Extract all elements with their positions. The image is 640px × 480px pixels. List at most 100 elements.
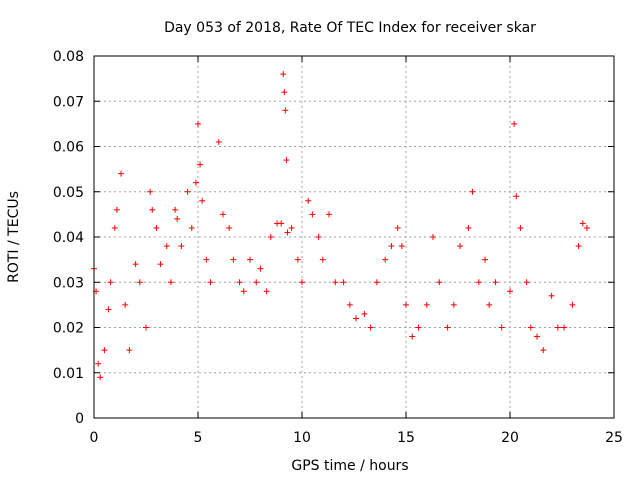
data-point [423,301,430,308]
data-point [367,324,374,331]
data-point [507,288,513,295]
data-point [482,256,489,263]
data-point [132,261,139,268]
data-point [101,347,108,354]
data-point [475,279,482,286]
data-point [583,224,590,231]
data-point [113,206,120,213]
data-point [403,301,409,308]
data-point [240,288,247,295]
data-point [280,71,287,78]
data-point [257,265,264,272]
data-point [450,301,457,308]
data-point [540,347,547,354]
data-point [172,206,179,213]
data-point [219,211,226,218]
data-point [153,224,160,231]
data-point [561,324,568,331]
data-point [247,256,253,263]
data-point [523,279,530,286]
y-tick-label: 0.05 [53,185,84,201]
data-point [513,193,520,200]
data-point [188,224,195,231]
data-point [353,315,360,322]
data-point [122,301,129,308]
data-point [203,256,210,263]
grid-lines [94,56,614,418]
data-point [409,333,416,340]
x-tick-labels: 0 5 10 15 20 25 [90,430,623,446]
data-point [332,279,339,286]
data-point [105,306,112,313]
data-point [236,279,243,286]
data-point [253,279,260,286]
data-point [97,374,104,381]
data-point [215,138,222,145]
data-point [207,279,214,286]
data-point [492,279,499,286]
data-point [195,120,201,127]
y-tick-label: 0.04 [53,230,84,246]
data-point [178,243,185,250]
data-point [517,224,524,231]
axis-ticks [93,55,615,419]
data-points [91,71,590,381]
data-point [326,211,333,218]
data-point [149,206,156,213]
x-tick-label: 20 [501,430,519,446]
data-point [143,324,149,331]
data-point [163,243,170,250]
data-point [174,215,181,222]
data-point [226,224,233,231]
data-point [282,107,289,114]
data-point [192,179,199,186]
x-tick-label: 5 [194,430,203,446]
data-point [136,279,143,286]
data-point [281,89,288,96]
x-tick-label: 10 [293,430,311,446]
data-point [498,324,505,331]
data-point [430,234,437,240]
x-tick-label: 25 [605,430,623,446]
data-point [415,324,422,331]
data-point [444,324,451,331]
data-point [340,279,347,286]
data-point [457,243,464,250]
data-point [184,188,191,195]
data-point [107,279,114,286]
data-point [284,229,291,236]
y-tick-labels: 0 0.01 0.02 0.03 0.04 0.05 0.06 0.07 0.08 [53,49,84,427]
y-tick-label: 0.07 [53,94,84,110]
data-point [199,197,206,204]
data-point [283,157,290,164]
data-point [111,224,118,231]
data-point [579,220,586,227]
data-point [147,188,154,195]
data-point [346,301,353,308]
data-point [469,188,476,195]
data-point [157,261,164,268]
data-point [373,279,380,286]
data-point [95,360,102,367]
y-tick-label: 0.08 [53,49,84,65]
data-point [575,243,582,250]
y-tick-label: 0.02 [53,321,84,337]
data-point [315,234,322,240]
data-point [305,197,312,204]
data-point [299,279,305,286]
data-point [527,324,534,331]
data-point [288,224,295,231]
chart-title: Day 053 of 2018, Rate Of TEC Index for r… [164,20,536,36]
data-point [569,301,576,308]
data-point [465,224,472,231]
x-axis-label: GPS time / hours [291,458,408,474]
data-point [263,288,270,295]
y-tick-label: 0.03 [53,275,84,291]
y-tick-label: 0 [75,411,84,427]
data-point [118,170,125,177]
data-point [548,292,555,299]
data-point [126,347,133,354]
data-point [319,256,326,263]
data-point [388,243,395,250]
